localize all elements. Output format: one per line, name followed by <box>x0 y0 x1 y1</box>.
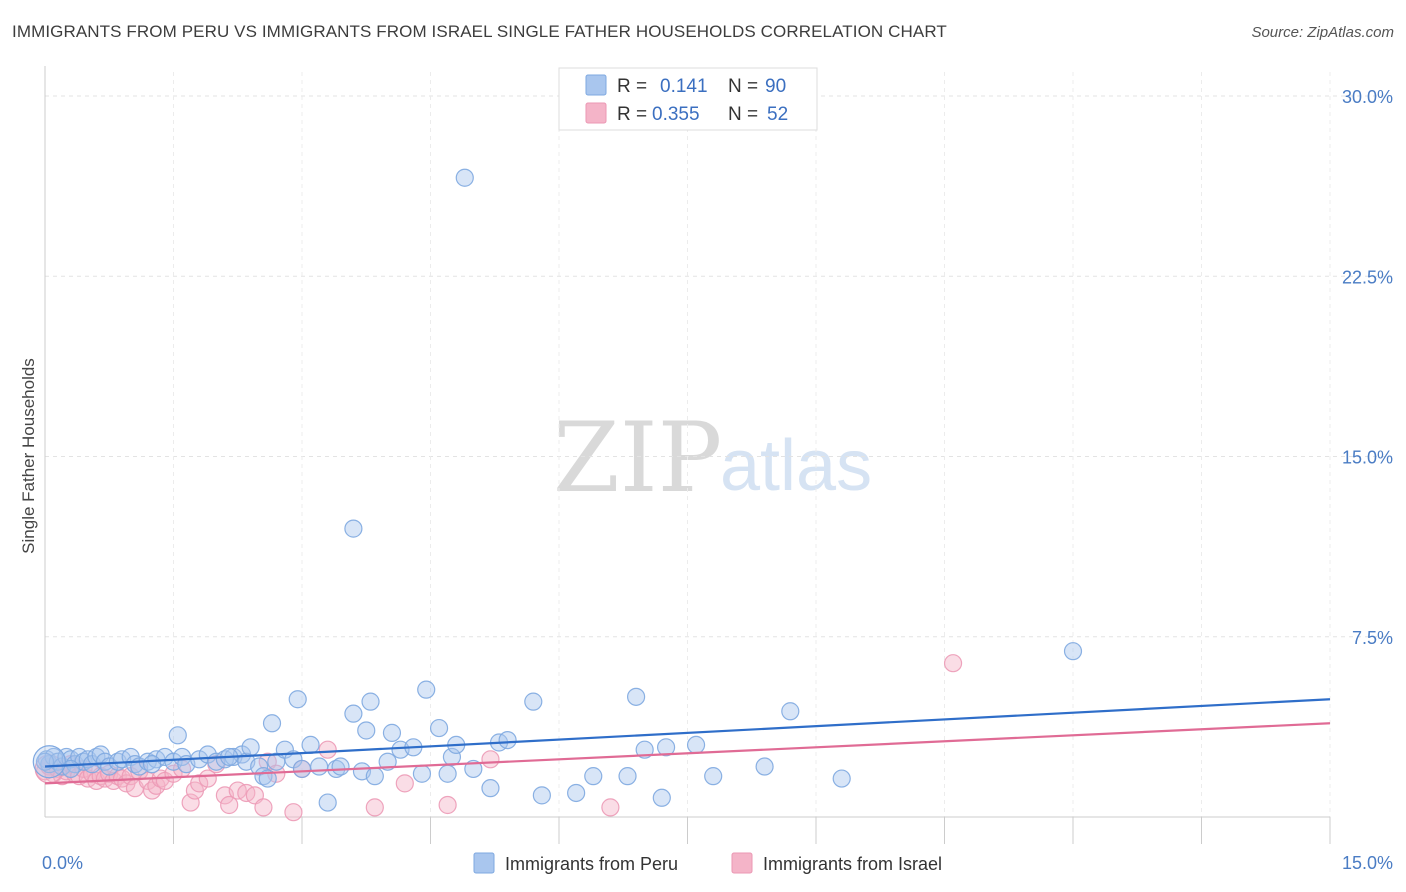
peru-point <box>567 783 586 803</box>
peru-point <box>378 752 397 771</box>
peru-point <box>532 786 551 805</box>
legend-swatch-israel <box>585 102 607 124</box>
peru-point <box>498 730 517 750</box>
peru-point <box>168 726 187 745</box>
peru-point <box>781 702 800 721</box>
peru-point <box>656 738 676 757</box>
bottom-legend-swatch-peru <box>473 852 495 874</box>
israel-point <box>254 798 273 817</box>
series-legend: Immigrants from Peru Immigrants from Isr… <box>473 852 942 874</box>
peru-point <box>481 779 500 798</box>
israel-point <box>181 793 200 812</box>
peru-point <box>288 690 307 709</box>
peru-point <box>626 687 646 706</box>
correlation-legend: R = 0.141 N = 90 R = 0.355 N = 52 <box>558 67 818 131</box>
legend-n-value-peru: 90 <box>765 76 786 97</box>
trend-lines <box>44 698 1331 785</box>
x-tick-labels: 0.0% 15.0% <box>42 853 1393 873</box>
peru-point <box>310 757 329 776</box>
chart-title: IMMIGRANTS FROM PERU VS IMMIGRANTS FROM … <box>12 22 947 41</box>
israel-point <box>220 795 239 815</box>
israel-point <box>365 798 384 817</box>
y-tick-label-3: 30.0% <box>1342 87 1393 107</box>
y-tick-label-1: 15.0% <box>1342 448 1393 468</box>
peru-points <box>32 168 1083 812</box>
peru-point <box>344 704 363 723</box>
peru-point <box>455 168 474 187</box>
peru-point <box>464 759 483 779</box>
peru-point <box>301 735 320 755</box>
peru-point <box>331 757 350 776</box>
peru-point <box>318 793 337 812</box>
y-tick-label-2: 22.5% <box>1342 267 1393 287</box>
x-tick-label-1: 15.0% <box>1342 853 1393 873</box>
watermark-zip: ZIP <box>553 402 722 514</box>
peru-point <box>241 738 260 757</box>
israel-trend-line <box>44 722 1331 785</box>
peru-point <box>262 714 282 733</box>
peru-point <box>652 788 671 807</box>
legend-swatch-peru <box>585 74 607 96</box>
watermark-atlas: atlas <box>720 426 872 506</box>
bottom-legend-label-peru: Immigrants from Peru <box>505 854 678 874</box>
grid-lines <box>45 72 1392 817</box>
x-tick-label-0: 0.0% <box>42 853 83 873</box>
peru-point <box>584 767 603 786</box>
israel-point <box>190 774 209 793</box>
legend-r-value-peru: 0.141 <box>660 76 708 97</box>
peru-point <box>429 718 449 738</box>
y-tick-label-0: 7.5% <box>1352 628 1393 648</box>
peru-point <box>365 767 384 786</box>
legend-n-value-israel: 52 <box>767 104 788 125</box>
peru-point <box>412 764 432 783</box>
peru-point <box>382 723 402 742</box>
peru-point <box>361 692 380 711</box>
peru-point <box>755 757 774 776</box>
source-credit: Source: ZipAtlas.com <box>1251 24 1394 41</box>
israel-point <box>601 798 620 817</box>
legend-n-label-peru: N = <box>728 76 758 97</box>
axes <box>44 66 1331 844</box>
peru-cluster-point <box>32 745 66 779</box>
israel-point <box>481 750 500 769</box>
peru-point <box>292 759 312 779</box>
peru-trend-line <box>44 698 1331 768</box>
peru-point <box>142 755 162 774</box>
peru-point <box>635 740 654 759</box>
legend-r-label-peru: R = <box>617 76 647 97</box>
israel-point <box>198 769 217 788</box>
bottom-legend-swatch-israel <box>731 852 753 874</box>
bottom-legend-label-israel: Immigrants from Israel <box>763 854 942 874</box>
legend-n-label-israel: N = <box>728 104 758 125</box>
peru-point <box>704 767 723 786</box>
israel-point <box>395 774 414 793</box>
y-tick-labels: 7.5% 15.0% 22.5% 30.0% <box>1342 87 1393 648</box>
peru-point <box>417 680 436 699</box>
peru-point <box>686 735 706 755</box>
y-axis-label: Single Father Households <box>19 358 38 554</box>
peru-point <box>524 692 543 711</box>
israel-point <box>318 740 337 759</box>
peru-point <box>344 519 363 538</box>
israel-point <box>438 795 457 815</box>
peru-point <box>357 721 376 740</box>
israel-point <box>943 654 963 673</box>
peru-point <box>258 769 277 788</box>
legend-r-value-israel: 0.355 <box>652 104 700 125</box>
peru-point <box>1063 642 1083 661</box>
peru-point <box>438 764 457 783</box>
legend-r-label-israel: R = <box>617 104 647 125</box>
israel-point <box>284 803 303 822</box>
peru-point <box>832 769 851 788</box>
peru-point <box>618 767 637 786</box>
